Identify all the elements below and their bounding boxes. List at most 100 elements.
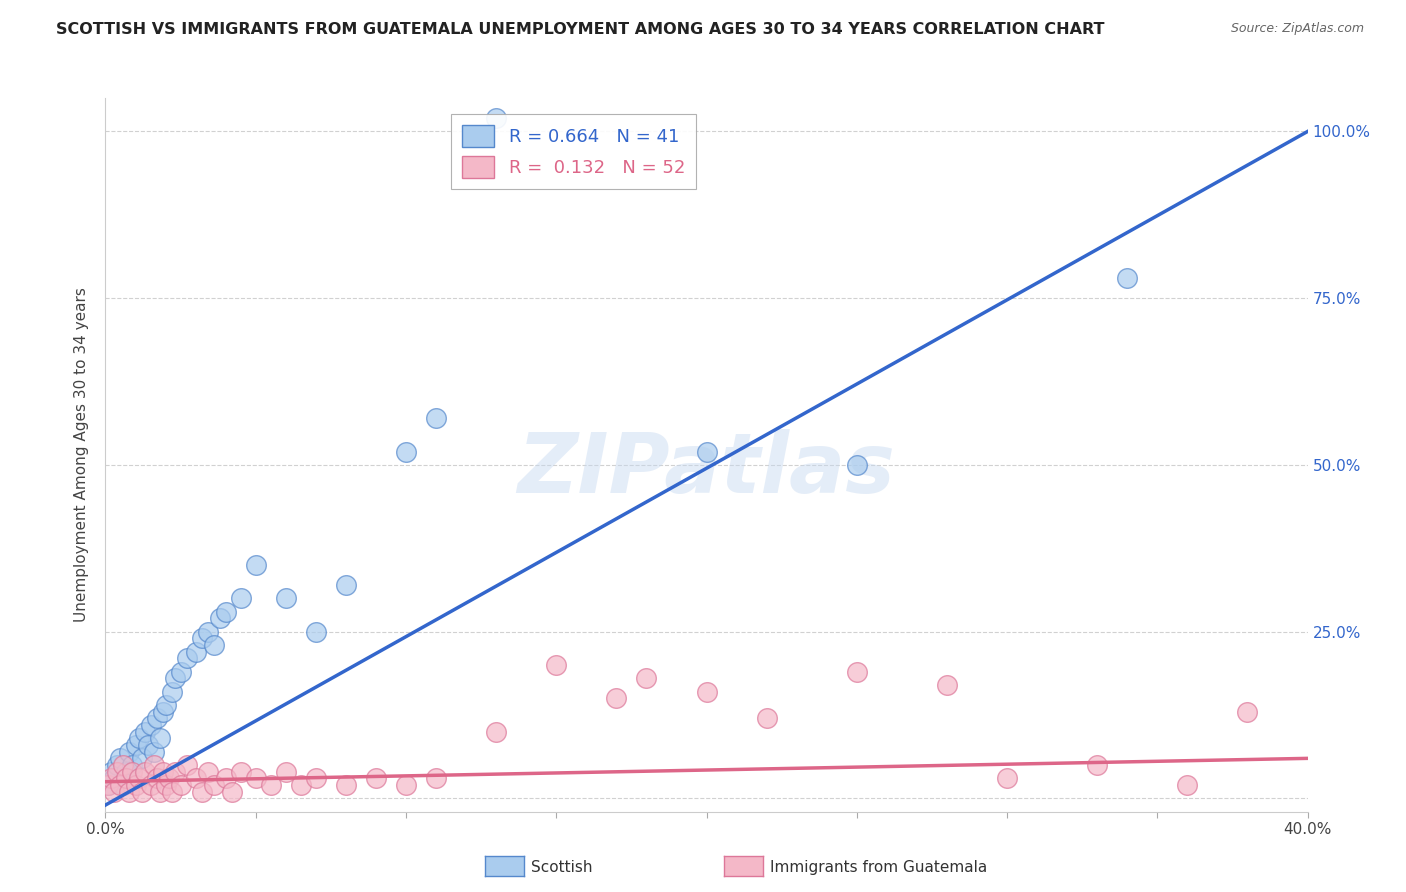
- Point: [124, 738, 146, 752]
- Point: [214, 772, 236, 786]
- Point: [163, 764, 186, 779]
- Point: [546, 658, 568, 673]
- Point: [112, 758, 135, 772]
- Text: SCOTTISH VS IMMIGRANTS FROM GUATEMALA UNEMPLOYMENT AMONG AGES 30 TO 34 YEARS COR: SCOTTISH VS IMMIGRANTS FROM GUATEMALA UN…: [56, 22, 1105, 37]
- Point: [107, 764, 129, 779]
- Point: [245, 772, 267, 786]
- Point: [395, 444, 418, 458]
- Point: [202, 778, 225, 792]
- Point: [1236, 705, 1258, 719]
- Point: [229, 591, 252, 606]
- Point: [176, 758, 198, 772]
- Point: [190, 632, 212, 646]
- Point: [157, 772, 180, 786]
- Point: [134, 724, 156, 739]
- Point: [134, 764, 156, 779]
- Point: [696, 684, 718, 698]
- Point: [169, 665, 191, 679]
- Point: [139, 778, 162, 792]
- Legend: R = 0.664   N = 41, R =  0.132   N = 52: R = 0.664 N = 41, R = 0.132 N = 52: [451, 114, 696, 189]
- Point: [208, 611, 231, 625]
- Point: [97, 778, 120, 792]
- Point: [605, 691, 627, 706]
- Point: [1116, 271, 1139, 285]
- Point: [995, 772, 1018, 786]
- Point: [184, 645, 207, 659]
- Text: Immigrants from Guatemala: Immigrants from Guatemala: [770, 860, 988, 874]
- Point: [118, 785, 141, 799]
- Point: [155, 698, 177, 712]
- Point: [176, 651, 198, 665]
- Point: [425, 772, 447, 786]
- Point: [425, 411, 447, 425]
- Point: [148, 731, 170, 746]
- Point: [229, 764, 252, 779]
- Point: [155, 778, 177, 792]
- Point: [845, 665, 868, 679]
- Point: [115, 764, 138, 779]
- Point: [121, 764, 143, 779]
- Point: [152, 705, 174, 719]
- Point: [245, 558, 267, 572]
- Point: [305, 772, 328, 786]
- Point: [395, 778, 418, 792]
- Point: [121, 758, 143, 772]
- Y-axis label: Unemployment Among Ages 30 to 34 years: Unemployment Among Ages 30 to 34 years: [75, 287, 90, 623]
- Point: [107, 758, 129, 772]
- Point: [118, 745, 141, 759]
- Point: [145, 711, 167, 725]
- Point: [97, 778, 120, 792]
- Text: Scottish: Scottish: [531, 860, 593, 874]
- Point: [142, 745, 165, 759]
- Point: [202, 638, 225, 652]
- Point: [103, 785, 125, 799]
- Point: [128, 731, 150, 746]
- Point: [305, 624, 328, 639]
- Text: ZIPatlas: ZIPatlas: [517, 429, 896, 509]
- Point: [115, 772, 138, 786]
- Point: [214, 605, 236, 619]
- Point: [485, 724, 508, 739]
- Point: [335, 578, 357, 592]
- Point: [160, 785, 183, 799]
- Point: [845, 458, 868, 472]
- Point: [755, 711, 778, 725]
- Point: [636, 671, 658, 685]
- Point: [148, 785, 170, 799]
- Point: [197, 764, 219, 779]
- Point: [221, 785, 243, 799]
- Point: [184, 772, 207, 786]
- Point: [274, 764, 297, 779]
- Point: [274, 591, 297, 606]
- Point: [290, 778, 312, 792]
- Point: [110, 778, 132, 792]
- Point: [190, 785, 212, 799]
- Point: [100, 772, 122, 786]
- Point: [100, 764, 122, 779]
- Point: [139, 718, 162, 732]
- Point: [160, 684, 183, 698]
- Text: Source: ZipAtlas.com: Source: ZipAtlas.com: [1230, 22, 1364, 36]
- Point: [163, 671, 186, 685]
- Point: [696, 444, 718, 458]
- Point: [364, 772, 387, 786]
- Point: [1175, 778, 1198, 792]
- Point: [103, 772, 125, 786]
- Point: [1085, 758, 1108, 772]
- Point: [136, 738, 159, 752]
- Point: [145, 772, 167, 786]
- Point: [131, 751, 153, 765]
- Point: [110, 751, 132, 765]
- Point: [112, 778, 135, 792]
- Point: [124, 778, 146, 792]
- Point: [142, 758, 165, 772]
- Point: [335, 778, 357, 792]
- Point: [936, 678, 959, 692]
- Point: [197, 624, 219, 639]
- Point: [152, 764, 174, 779]
- Point: [260, 778, 283, 792]
- Point: [169, 778, 191, 792]
- Point: [131, 785, 153, 799]
- Point: [128, 772, 150, 786]
- Point: [485, 111, 508, 125]
